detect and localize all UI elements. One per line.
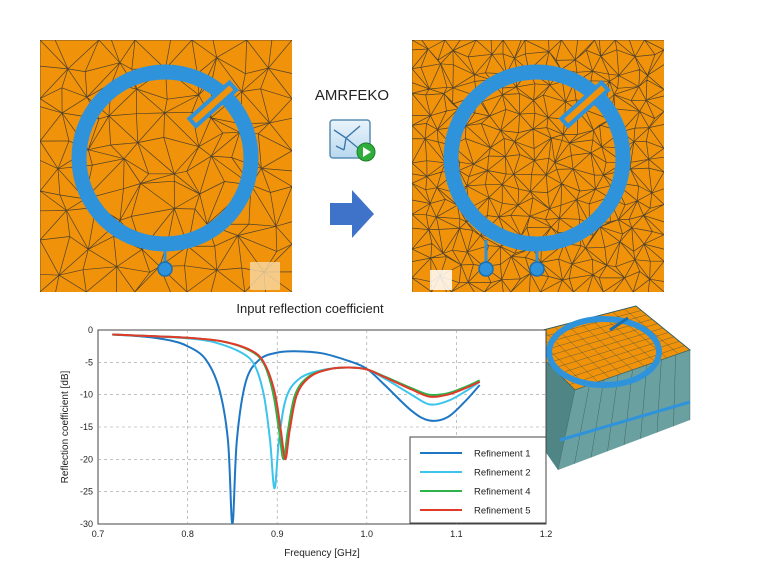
legend-box (409, 436, 547, 524)
y-axis-ticks: 0 -5 -10 -15 -20 -25 -30 (80, 325, 93, 529)
feed-port (529, 261, 545, 277)
x-tick-label: 1.0 (361, 529, 374, 539)
model-ground-edge (559, 400, 691, 442)
y-tick-label: -25 (80, 487, 93, 497)
amrfeko-run-icon[interactable] (329, 119, 376, 162)
series-line-1 (112, 333, 481, 524)
y-tick-label: -10 (80, 390, 93, 400)
legend-label: Refinement 5 (474, 506, 531, 517)
y-tick-label: -30 (80, 519, 93, 529)
chart-title: Input reflection coefficient (236, 301, 384, 316)
legend-label: Refinement 4 (474, 487, 531, 498)
arrow-right-icon (330, 190, 374, 238)
y-tick-label: -5 (85, 357, 93, 367)
series-line-2 (112, 333, 481, 490)
ring-antenna (443, 64, 631, 252)
x-tick-label: 1.2 (540, 529, 553, 539)
legend-label: Refinement 1 (474, 449, 531, 460)
series-lines (112, 333, 481, 524)
x-tick-label: 0.9 (271, 529, 284, 539)
legend-label: Refinement 2 (474, 468, 531, 479)
x-tick-label: 0.8 (181, 529, 194, 539)
reflection-chart: Input reflection coefficient 0.7 0.8 0.9 1.… (60, 301, 552, 559)
legend: Refinement 1 Refinement 2 Refinement 4 Refi… (409, 436, 547, 524)
ring-slot (558, 79, 611, 129)
feed-port (157, 261, 173, 277)
y-tick-label: -15 (80, 422, 93, 432)
grid (98, 330, 546, 524)
mesh-artifact (430, 270, 452, 290)
ring-antenna (71, 64, 259, 252)
mesh-artifact (250, 262, 280, 290)
series-line-4 (112, 333, 481, 461)
model-ring (546, 316, 662, 388)
y-tick-label: -20 (80, 454, 93, 464)
initial-mesh-panel (40, 40, 292, 292)
feed-port (478, 261, 494, 277)
x-tick-label: 0.7 (92, 529, 105, 539)
mesh-lines (412, 40, 664, 292)
model-slot (609, 316, 629, 332)
x-axis-ticks: 0.7 0.8 0.9 1.0 1.1 1.2 (92, 529, 553, 539)
model-side-front (558, 350, 690, 470)
refined-mesh-panel (412, 40, 664, 292)
app-label: AMRFEKO (315, 87, 389, 104)
x-axis-label: Frequency [GHz] (284, 548, 360, 559)
y-axis-label: Reflection coefficient [dB] (60, 370, 71, 483)
y-tick-label: 0 (88, 325, 93, 335)
ring-slot (186, 79, 239, 129)
x-tick-label: 1.1 (450, 529, 463, 539)
